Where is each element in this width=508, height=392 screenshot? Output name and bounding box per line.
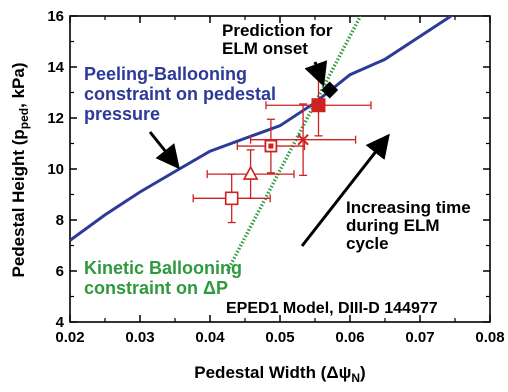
- annotation-peeling-2: constraint on pedestal: [84, 84, 276, 104]
- points-layer: [192, 74, 372, 224]
- annotation-time-2: during ELM: [346, 216, 439, 235]
- annotation-prediction-2: ELM onset: [222, 39, 308, 58]
- data-point-filled-square: [311, 98, 326, 113]
- y-tick-label: 16: [47, 8, 64, 25]
- arrow-increasing-time: [300, 133, 390, 247]
- x-tick-label: 0.06: [335, 329, 364, 346]
- x-tick-labels: 0.02 0.03 0.04 0.05 0.06 0.07 0.08: [55, 329, 504, 346]
- y-tick-label: 14: [47, 59, 64, 76]
- lines-layer: [70, 16, 454, 272]
- data-point-open-triangle: [242, 165, 259, 180]
- x-tick-label: 0.07: [405, 329, 434, 346]
- annotation-model: EPED1 Model, DIII-D 144977: [226, 300, 438, 317]
- annotation-peeling-1: Peeling-Ballooning: [84, 64, 247, 84]
- x-tick-label: 0.05: [265, 329, 294, 346]
- y-tick-label: 4: [56, 314, 65, 331]
- y-tick-label: 8: [56, 212, 64, 229]
- arrow-prediction: [304, 60, 328, 87]
- data-point-dotted-square-center: [268, 143, 274, 149]
- y-tick-label: 6: [56, 263, 64, 280]
- kinetic-ballooning-line: [225, 16, 363, 272]
- x-tick-label: 0.03: [125, 329, 154, 346]
- x-tick-label: 0.04: [195, 329, 225, 346]
- peeling-ballooning-line: [70, 16, 454, 242]
- x-tick-label: 0.08: [475, 329, 504, 346]
- y-axis-title: Pedestal Height (pped, kPa): [9, 62, 31, 277]
- x-tick-label: 0.02: [55, 329, 84, 346]
- data-point-open-square: [224, 191, 239, 206]
- y-tick-label: 12: [47, 110, 64, 127]
- annotation-time-3: cycle: [346, 234, 389, 253]
- y-tick-labels: 4 6 8 10 12 14 16: [47, 8, 64, 331]
- data-point-x: [297, 133, 309, 146]
- arrow-peeling: [148, 131, 180, 170]
- annotation-peeling-3: pressure: [84, 104, 160, 124]
- y-tick-label: 10: [47, 161, 64, 178]
- x-axis-title: Pedestal Width (ΔψN): [194, 363, 365, 385]
- annotation-time-1: Increasing time: [346, 198, 471, 217]
- annotation-kinetic-2: constraint on ΔP: [84, 278, 228, 298]
- ticks-layer: [69, 15, 491, 323]
- annotation-kinetic-1: Kinetic Ballooning: [84, 258, 242, 278]
- annotation-prediction: Prediction for: [222, 21, 333, 40]
